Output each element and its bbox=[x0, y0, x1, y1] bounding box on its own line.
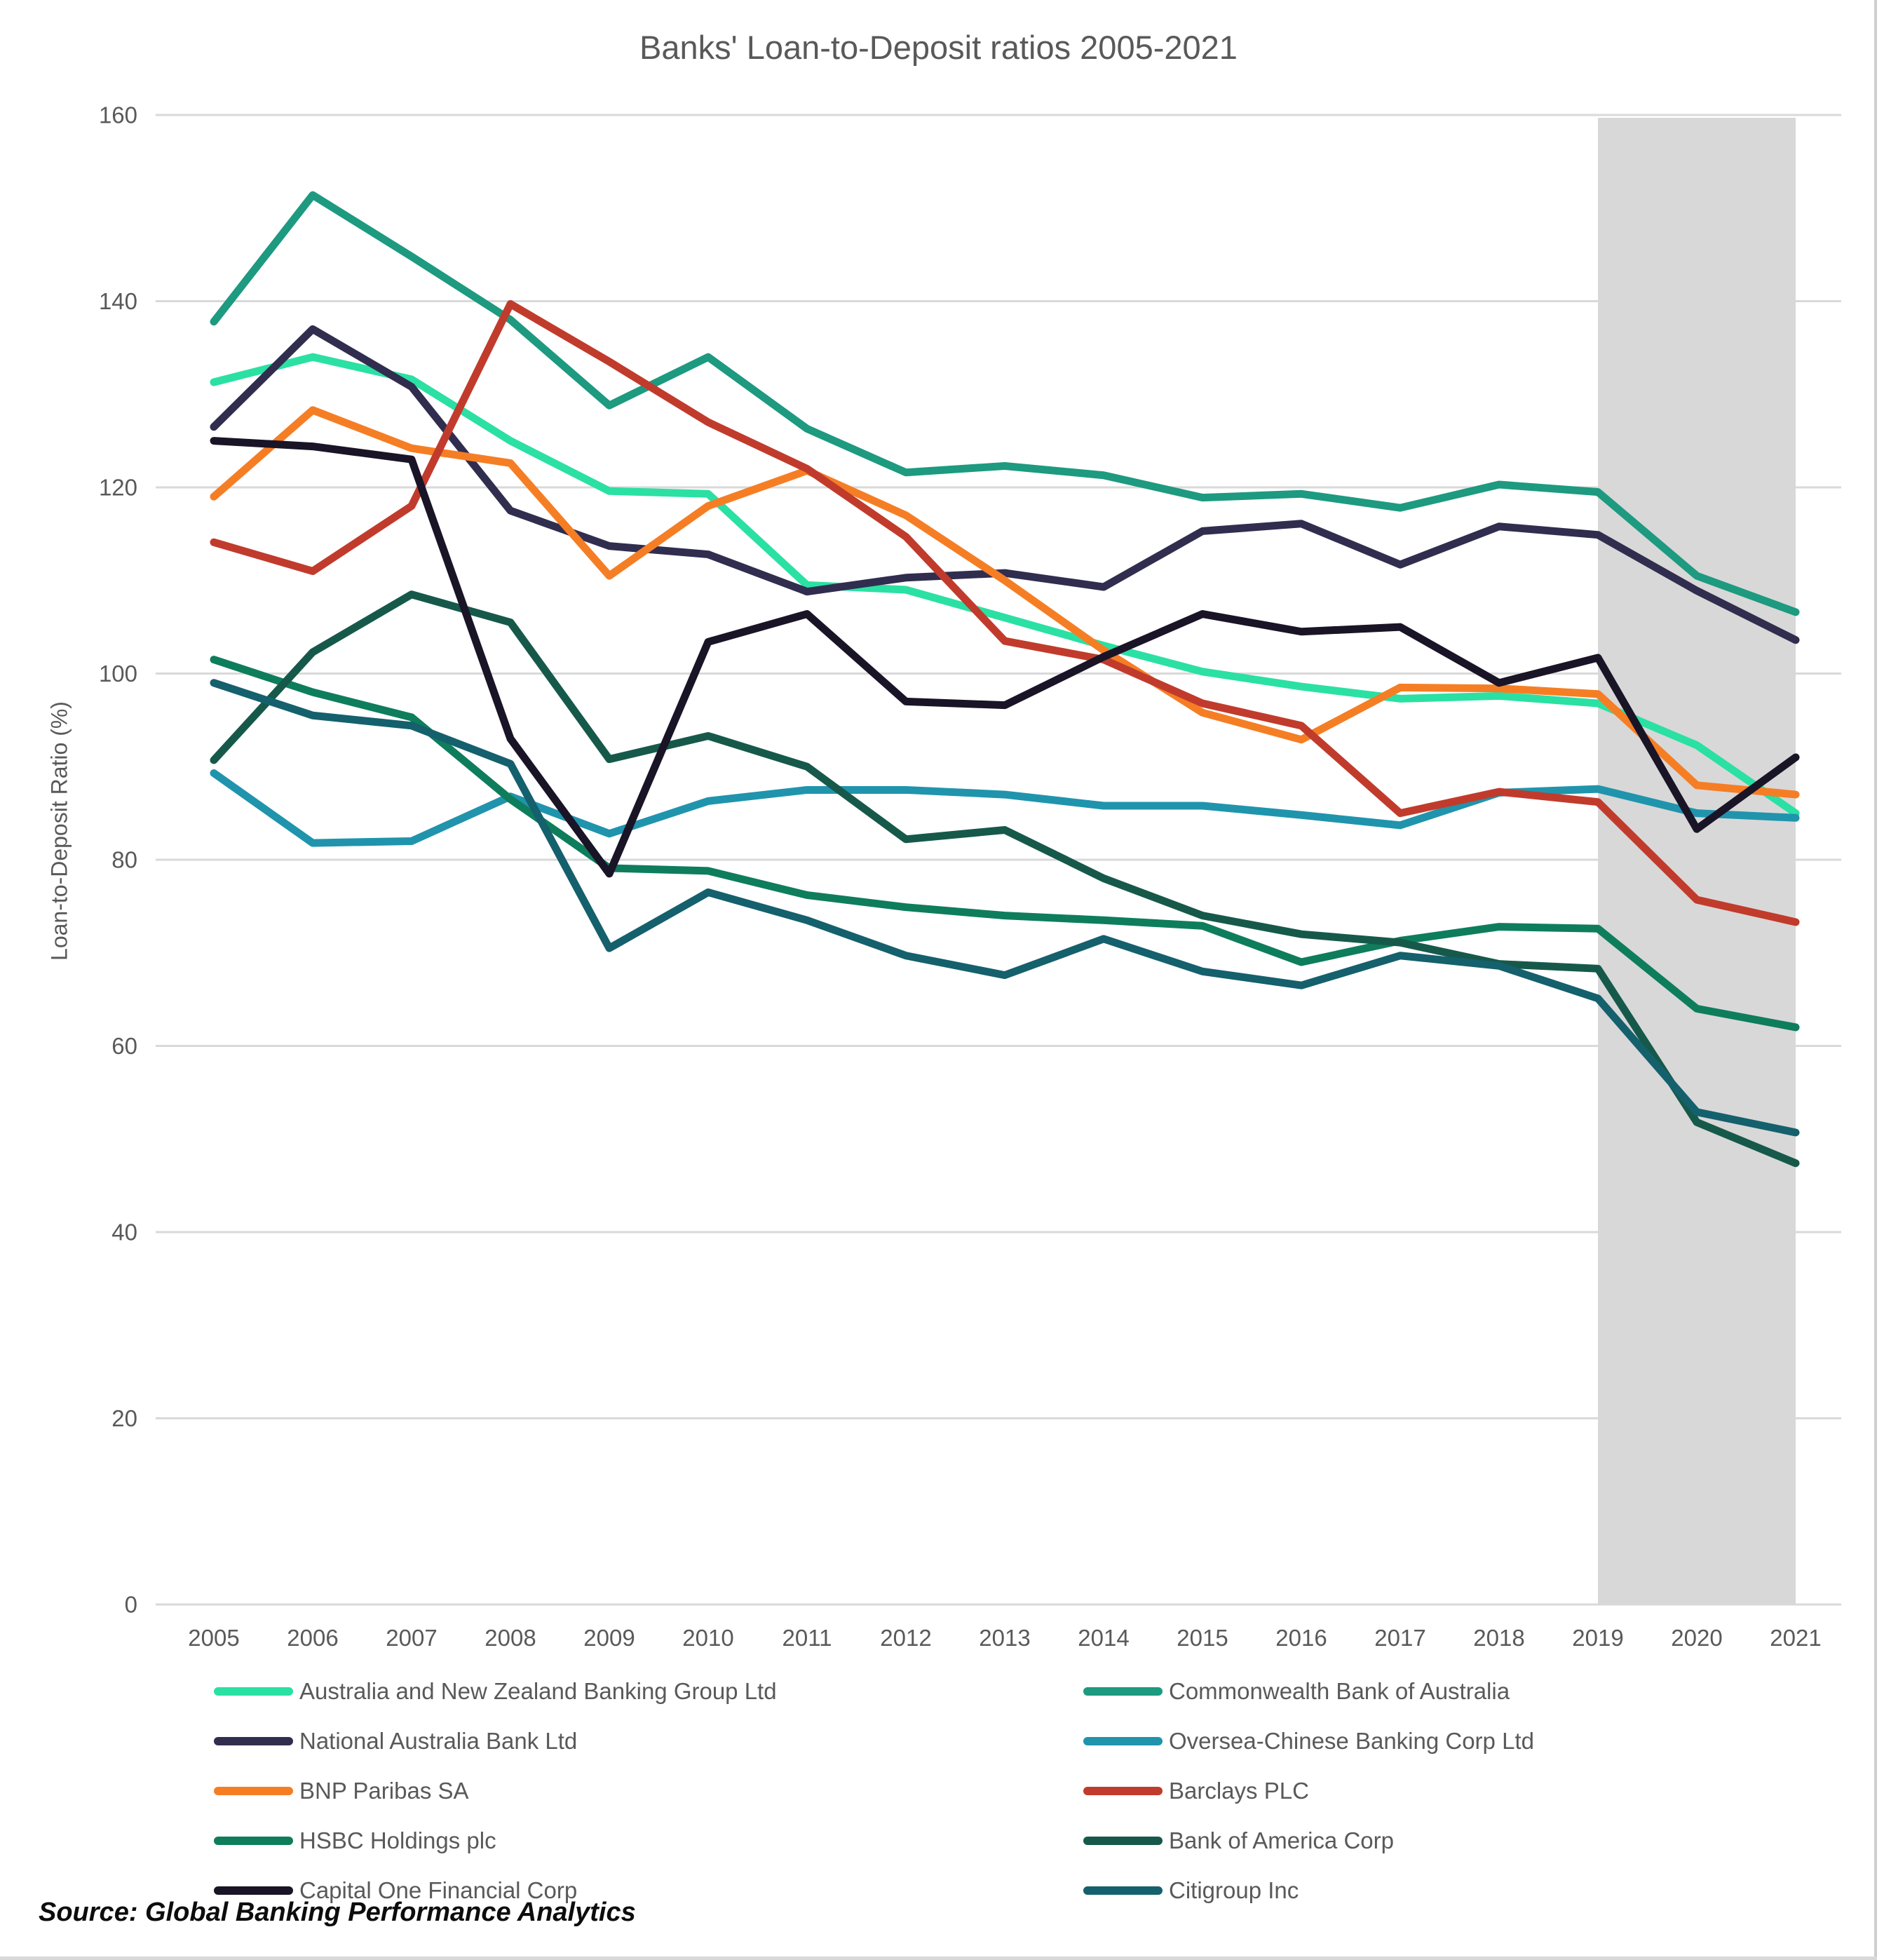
legend-item-capital-one-financial-corp: Capital One Financial Corp bbox=[214, 1877, 577, 1905]
x-tick-label-2007: 2007 bbox=[386, 1625, 437, 1651]
window-border-right bbox=[1874, 0, 1877, 1960]
x-tick-label-2005: 2005 bbox=[188, 1625, 239, 1651]
legend-label-oversea-chinese-banking-corp-ltd: Oversea-Chinese Banking Corp Ltd bbox=[1169, 1728, 1534, 1754]
y-tick-label-120: 120 bbox=[99, 475, 137, 501]
legend-label-bnp-paribas-sa: BNP Paribas SA bbox=[299, 1778, 469, 1804]
legend-label-barclays-plc: Barclays PLC bbox=[1169, 1778, 1309, 1804]
series-line-citigroup-inc bbox=[210, 679, 1800, 1137]
x-tick-label-2015: 2015 bbox=[1177, 1625, 1228, 1651]
y-tick-label-0: 0 bbox=[125, 1592, 137, 1618]
page-title: Banks' Loan-to-Deposit ratios 2005-2021 bbox=[639, 29, 1238, 66]
series-line-bank-of-america-corp bbox=[210, 590, 1800, 1168]
legend-label-capital-one-financial-corp: Capital One Financial Corp bbox=[299, 1877, 578, 1903]
window-border-bottom bbox=[0, 1956, 1877, 1960]
x-tick-label-2020: 2020 bbox=[1671, 1625, 1722, 1651]
y-tick-label-160: 160 bbox=[99, 102, 137, 128]
x-tick-label-2006: 2006 bbox=[287, 1625, 338, 1651]
legend-swatch-oversea-chinese-banking-corp-ltd bbox=[1083, 1737, 1163, 1745]
series-line-commonwealth-bank-of-australia bbox=[210, 191, 1800, 616]
x-tick-label-2016: 2016 bbox=[1275, 1625, 1327, 1651]
legend-swatch-commonwealth-bank-of-australia bbox=[1083, 1687, 1163, 1696]
legend-label-bank-of-america-corp: Bank of America Corp bbox=[1169, 1827, 1394, 1853]
series-line-australia-and-new-zealand-banking-group-ltd bbox=[210, 353, 1800, 818]
legend-swatch-hsbc-holdings-plc bbox=[214, 1837, 293, 1845]
legend-swatch-australia-and-new-zealand-banking-group-ltd bbox=[214, 1687, 293, 1696]
x-tick-label-2013: 2013 bbox=[979, 1625, 1030, 1651]
legend-label-hsbc-holdings-plc: HSBC Holdings plc bbox=[299, 1827, 496, 1853]
shaded-region-2019-2021 bbox=[1598, 118, 1796, 1604]
y-tick-label-20: 20 bbox=[111, 1405, 137, 1431]
x-tick-label-2012: 2012 bbox=[880, 1625, 931, 1651]
legend-item-citigroup-inc: Citigroup Inc bbox=[1083, 1877, 1299, 1905]
y-tick-label-100: 100 bbox=[99, 661, 137, 687]
y-tick-label-60: 60 bbox=[111, 1033, 137, 1059]
series-line-national-australia-bank-ltd bbox=[210, 325, 1800, 644]
x-tick-label-2011: 2011 bbox=[782, 1625, 832, 1651]
legend-swatch-barclays-plc bbox=[1083, 1787, 1163, 1795]
series-line-bnp-paribas-sa bbox=[210, 406, 1800, 799]
legend-item-barclays-plc: Barclays PLC bbox=[1083, 1777, 1309, 1805]
legend-item-oversea-chinese-banking-corp-ltd: Oversea-Chinese Banking Corp Ltd bbox=[1083, 1727, 1534, 1755]
x-tick-label-2021: 2021 bbox=[1770, 1625, 1821, 1651]
x-tick-label-2008: 2008 bbox=[485, 1625, 536, 1651]
legend-item-bank-of-america-corp: Bank of America Corp bbox=[1083, 1827, 1394, 1855]
x-tick-label-2014: 2014 bbox=[1078, 1625, 1129, 1651]
series-line-capital-one-financial-corp bbox=[210, 437, 1800, 878]
source-note: Source: Global Banking Performance Analy… bbox=[39, 1898, 636, 1927]
legend-swatch-bank-of-america-corp bbox=[1083, 1837, 1163, 1845]
x-tick-label-2010: 2010 bbox=[682, 1625, 733, 1651]
legend-swatch-bnp-paribas-sa bbox=[214, 1787, 293, 1795]
legend-swatch-citigroup-inc bbox=[1083, 1886, 1163, 1895]
legend-item-commonwealth-bank-of-australia: Commonwealth Bank of Australia bbox=[1083, 1677, 1510, 1705]
x-tick-label-2018: 2018 bbox=[1473, 1625, 1524, 1651]
series-line-hsbc-holdings-plc bbox=[210, 656, 1800, 1032]
legend-item-bnp-paribas-sa: BNP Paribas SA bbox=[214, 1777, 469, 1805]
y-tick-label-140: 140 bbox=[99, 288, 137, 314]
legend-swatch-national-australia-bank-ltd bbox=[214, 1737, 293, 1745]
legend-label-citigroup-inc: Citigroup Inc bbox=[1169, 1877, 1299, 1903]
x-tick-label-2009: 2009 bbox=[583, 1625, 635, 1651]
legend-item-australia-and-new-zealand-banking-group-ltd: Australia and New Zealand Banking Group … bbox=[214, 1677, 777, 1705]
legend-swatch-capital-one-financial-corp bbox=[214, 1886, 293, 1895]
legend-label-commonwealth-bank-of-australia: Commonwealth Bank of Australia bbox=[1169, 1678, 1510, 1704]
x-tick-label-2017: 2017 bbox=[1374, 1625, 1425, 1651]
x-tick-label-2019: 2019 bbox=[1572, 1625, 1623, 1651]
legend-label-australia-and-new-zealand-banking-group-ltd: Australia and New Zealand Banking Group … bbox=[299, 1678, 777, 1704]
y-tick-label-40: 40 bbox=[111, 1219, 137, 1245]
series-line-barclays-plc bbox=[210, 299, 1800, 926]
y-tick-label-80: 80 bbox=[111, 847, 137, 873]
legend-item-hsbc-holdings-plc: HSBC Holdings plc bbox=[214, 1827, 496, 1855]
legend-item-national-australia-bank-ltd: National Australia Bank Ltd bbox=[214, 1727, 577, 1755]
legend-label-national-australia-bank-ltd: National Australia Bank Ltd bbox=[299, 1728, 578, 1754]
